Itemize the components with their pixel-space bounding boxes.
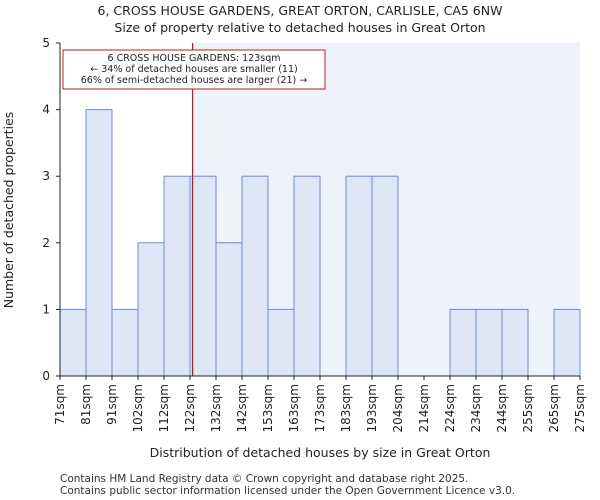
x-tick-label-132sqm: 132sqm: [209, 384, 223, 432]
bar-112sqm: [163, 175, 191, 377]
x-tick-label-204sqm: 204sqm: [391, 384, 405, 432]
y-tick-label-4: 4: [42, 103, 50, 117]
x-tick-label-122sqm: 122sqm: [183, 384, 197, 432]
x-tick-label-71sqm: 71sqm: [53, 384, 67, 425]
x-tick-label-163sqm: 163sqm: [287, 384, 301, 432]
annotation-line-2: ← 34% of detached houses are smaller (11…: [90, 64, 297, 75]
y-tick-label-2: 2: [42, 236, 50, 250]
annotation-line-1: 6 CROSS HOUSE GARDENS: 123sqm: [108, 53, 281, 64]
x-tick-label-142sqm: 142sqm: [235, 384, 249, 432]
footer-line-1: Contains HM Land Registry data © Crown c…: [60, 473, 468, 485]
x-ticks: 71sqm 81sqm 91sqm 102sqm 112sqm 122sqm 132sqm 1…: [53, 376, 587, 432]
bar-122sqm: [189, 175, 217, 377]
y-tick-label-3: 3: [42, 169, 50, 183]
x-tick-label-224sqm: 224sqm: [443, 384, 457, 432]
bar-163sqm: [293, 175, 321, 377]
x-axis-label: Distribution of detached houses by size …: [150, 445, 491, 460]
footer-line-2: Contains public sector information licen…: [60, 485, 515, 497]
y-tick-label-0: 0: [42, 369, 50, 383]
annotation-frame: [62, 49, 326, 90]
chart-title: 6, CROSS HOUSE GARDENS, GREAT ORTON, CAR…: [98, 3, 503, 18]
annotation-line-3: 66% of semi-detached houses are larger (…: [81, 75, 308, 86]
x-tick-label-173sqm: 173sqm: [313, 384, 327, 432]
x-tick-label-81sqm: 81sqm: [79, 384, 93, 425]
bar-102sqm: [137, 242, 165, 377]
plot-area: 0 1 2 3 4 5 71sqm 81sqm 91sqm 102sqm 112sqm 122sqm…: [42, 36, 587, 432]
bar-244sqm: [501, 308, 529, 377]
x-tick-label-153sqm: 153sqm: [261, 384, 275, 432]
annotation-box: 6 CROSS HOUSE GARDENS: 123sqm ← 34% of d…: [62, 49, 326, 90]
x-tick-label-255sqm: 255sqm: [521, 384, 535, 432]
x-tick-label-234sqm: 234sqm: [469, 384, 483, 432]
bars: [59, 109, 581, 377]
bar-91sqm: [111, 308, 139, 377]
chart-subtitle: Size of property relative to detached ho…: [114, 20, 485, 35]
x-tick-label-183sqm: 183sqm: [339, 384, 353, 432]
bar-224sqm: [449, 308, 477, 377]
bar-142sqm: [241, 175, 269, 377]
x-tick-label-91sqm: 91sqm: [105, 384, 119, 425]
y-tick-label-1: 1: [42, 302, 50, 316]
x-tick-label-275sqm: 275sqm: [573, 384, 587, 432]
x-tick-label-193sqm: 193sqm: [365, 384, 379, 432]
y-tick-label-5: 5: [42, 36, 50, 50]
x-tick-label-244sqm: 244sqm: [495, 384, 509, 432]
bar-71sqm: [59, 308, 87, 377]
y-ticks: 0 1 2 3 4 5: [42, 36, 60, 383]
x-tick-label-214sqm: 214sqm: [417, 384, 431, 432]
bar-234sqm: [475, 308, 503, 377]
x-tick-label-265sqm: 265sqm: [547, 384, 561, 432]
bar-132sqm: [215, 242, 243, 377]
bar-193sqm: [371, 175, 399, 377]
bar-81sqm: [85, 109, 113, 377]
bar-265sqm: [553, 308, 581, 377]
x-tick-label-102sqm: 102sqm: [131, 384, 145, 432]
bar-153sqm: [267, 308, 295, 377]
bar-183sqm: [345, 175, 373, 377]
x-tick-label-112sqm: 112sqm: [157, 384, 171, 432]
y-axis-label: Number of detached properties: [1, 112, 16, 309]
